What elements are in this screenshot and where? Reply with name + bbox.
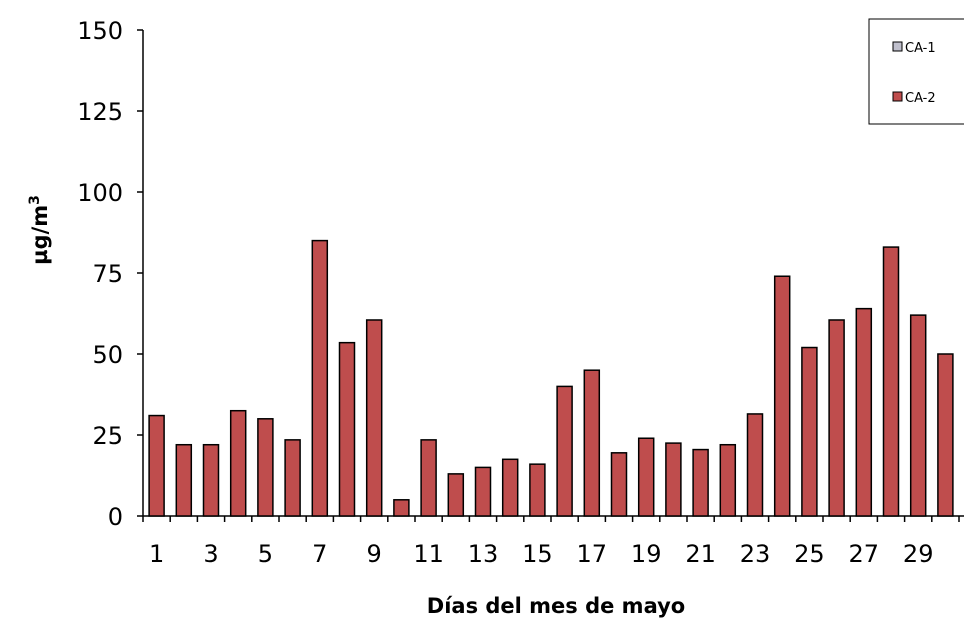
x-tick-label: 29	[903, 540, 934, 568]
x-tick-label: 27	[849, 540, 880, 568]
bar-ca-2-day-19	[637, 437, 655, 517]
legend: CA-1 CA-2	[868, 18, 964, 125]
bar-ca-2-day-17	[583, 369, 601, 517]
bar-ca-2-day-21	[692, 448, 709, 517]
y-axis: 0 25 50 75 100 125 150	[77, 17, 144, 531]
legend-label-ca-2: CA-2	[905, 91, 936, 106]
x-tick-label: 23	[740, 540, 771, 568]
y-tick-label: 75	[92, 260, 123, 288]
x-tick-label: 9	[367, 540, 382, 568]
legend-label-ca-1: CA-1	[905, 41, 936, 56]
bars	[148, 239, 954, 517]
x-tick-label: 13	[468, 540, 499, 568]
x-tick-label: 25	[794, 540, 825, 568]
bar-ca-2-day-16	[556, 385, 573, 517]
bar-ca-2-day-27	[855, 307, 873, 517]
bar-ca-2-day-10	[393, 499, 410, 517]
bar-ca-2-day-30	[937, 353, 954, 517]
y-tick-label: 150	[77, 17, 123, 45]
bar-ca-2-day-9	[365, 319, 383, 517]
legend-box	[868, 18, 964, 125]
x-axis-title: Días del mes de mayo	[427, 594, 685, 618]
y-tick-label: 0	[108, 503, 123, 531]
bar-ca-2-day-13	[474, 466, 492, 517]
bar-ca-2-day-6	[284, 439, 301, 517]
bar-ca-2-day-20	[665, 442, 682, 517]
legend-swatch-ca-1	[892, 41, 903, 52]
bar-ca-2-day-8	[338, 341, 356, 517]
bar-ca-2-day-3	[202, 443, 220, 517]
x-tick-label: 19	[631, 540, 662, 568]
y-tick-label: 25	[92, 422, 123, 450]
bar-ca-2-day-26	[828, 319, 845, 517]
x-tick-label: 3	[203, 540, 218, 568]
y-tick-label: 100	[77, 179, 123, 207]
bar-ca-2-day-1	[148, 414, 165, 517]
bar-ca-2-day-11	[420, 439, 437, 517]
bar-ca-2-day-12	[447, 473, 465, 517]
x-tick-label: 17	[577, 540, 608, 568]
bar-ca-2-day-5	[257, 418, 274, 517]
y-axis-title: µg/m3	[27, 195, 52, 265]
bar-ca-2-day-24	[773, 275, 791, 517]
x-tick-label: 11	[413, 540, 444, 568]
y-tick-label: 125	[77, 98, 123, 126]
legend-swatch-ca-2	[892, 91, 903, 102]
x-tick-label: 15	[522, 540, 553, 568]
x-tick-label: 7	[312, 540, 327, 568]
bar-ca-2-day-4	[229, 409, 247, 517]
bar-ca-2-day-18	[610, 452, 628, 517]
bar-ca-2-day-7	[311, 239, 329, 517]
bar-ca-2-day-2	[175, 443, 193, 517]
bar-ca-2-day-15	[529, 463, 546, 517]
bar-ca-2-day-14	[501, 458, 519, 517]
bar-ca-2-day-28	[882, 246, 900, 517]
x-tick-label: 1	[149, 540, 164, 568]
bar-ca-2-day-23	[746, 413, 764, 517]
x-tick-label: 21	[685, 540, 716, 568]
x-tick-label: 5	[258, 540, 273, 568]
y-tick-label: 50	[92, 341, 123, 369]
x-axis: 1 3 5 7 9 11 13 15 17 19 21 23 25 27 29	[142, 515, 964, 568]
bar-ca-2-day-22	[719, 443, 737, 517]
bar-ca-2-day-25	[801, 346, 818, 517]
bar-ca-2-day-29	[909, 314, 927, 517]
